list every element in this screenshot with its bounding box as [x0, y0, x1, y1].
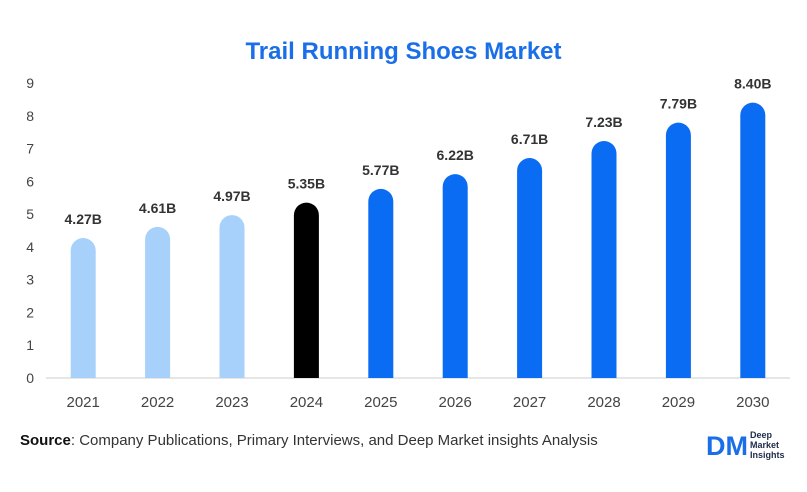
- bar: [740, 102, 766, 379]
- source-note: Source: Company Publications, Primary In…: [20, 432, 598, 449]
- data-label: 4.97B: [213, 188, 250, 204]
- source-text: : Company Publications, Primary Intervie…: [70, 432, 598, 449]
- bar: [368, 188, 394, 378]
- bar: [145, 226, 171, 378]
- y-tick-label: 0: [26, 370, 34, 386]
- bar: [665, 122, 691, 378]
- svg-text:DM: DM: [706, 431, 748, 461]
- x-tick-label: 2021: [67, 394, 100, 411]
- data-label: 5.77B: [362, 162, 399, 178]
- y-tick-label: 2: [26, 304, 34, 320]
- data-labels: 4.27B 4.61B 4.97B 5.35B 5.77B 6.22B 6.71B 7.23B…: [65, 76, 772, 227]
- logo-line-2: Market: [750, 440, 780, 450]
- x-tick-label: 2024: [290, 394, 323, 411]
- logo-line-1: Deep: [750, 430, 773, 440]
- x-tick-label: 2026: [439, 394, 472, 411]
- y-tick-label: 8: [26, 108, 34, 124]
- data-label: 7.79B: [660, 96, 697, 112]
- bar: [591, 141, 617, 378]
- data-label: 8.40B: [734, 76, 771, 92]
- y-tick-label: 4: [26, 239, 34, 255]
- y-tick-label: 1: [26, 337, 34, 353]
- x-tick-label: 2025: [364, 394, 397, 411]
- company-logo: DM Deep Market Insights: [706, 428, 798, 462]
- data-label: 5.35B: [288, 176, 325, 192]
- x-axis-ticks: 2021 2022 2023 2024 2025 2026 2027 2028 2029 2030: [67, 394, 770, 411]
- data-label: 4.27B: [65, 211, 102, 227]
- data-label: 6.71B: [511, 131, 548, 147]
- source-label: Source: [20, 432, 71, 449]
- data-label: 7.23B: [585, 114, 622, 130]
- bar: [517, 158, 543, 378]
- x-tick-label: 2030: [736, 394, 769, 411]
- chart-title: Trail Running Shoes Market: [245, 38, 562, 65]
- data-label: 4.61B: [139, 200, 176, 216]
- bar: [293, 202, 319, 378]
- x-tick-label: 2027: [513, 394, 546, 411]
- bar: [70, 238, 96, 378]
- bars: [70, 102, 766, 379]
- y-axis-ticks: 0 1 2 3 4 5 6 7 8 9: [26, 75, 34, 386]
- y-tick-label: 3: [26, 272, 34, 288]
- x-tick-label: 2023: [215, 394, 248, 411]
- logo-text: Deep Market Insights: [750, 430, 785, 460]
- x-tick-label: 2022: [141, 394, 174, 411]
- logo-line-3: Insights: [750, 450, 785, 460]
- bar: [219, 215, 245, 378]
- bar: [442, 174, 468, 378]
- data-label: 6.22B: [437, 147, 474, 163]
- y-tick-label: 9: [26, 75, 34, 91]
- y-tick-label: 6: [26, 173, 34, 189]
- y-tick-label: 5: [26, 206, 34, 222]
- dm-logo-mark: DM: [706, 431, 748, 461]
- y-tick-label: 7: [26, 141, 34, 157]
- x-tick-label: 2028: [587, 394, 620, 411]
- x-tick-label: 2029: [662, 394, 695, 411]
